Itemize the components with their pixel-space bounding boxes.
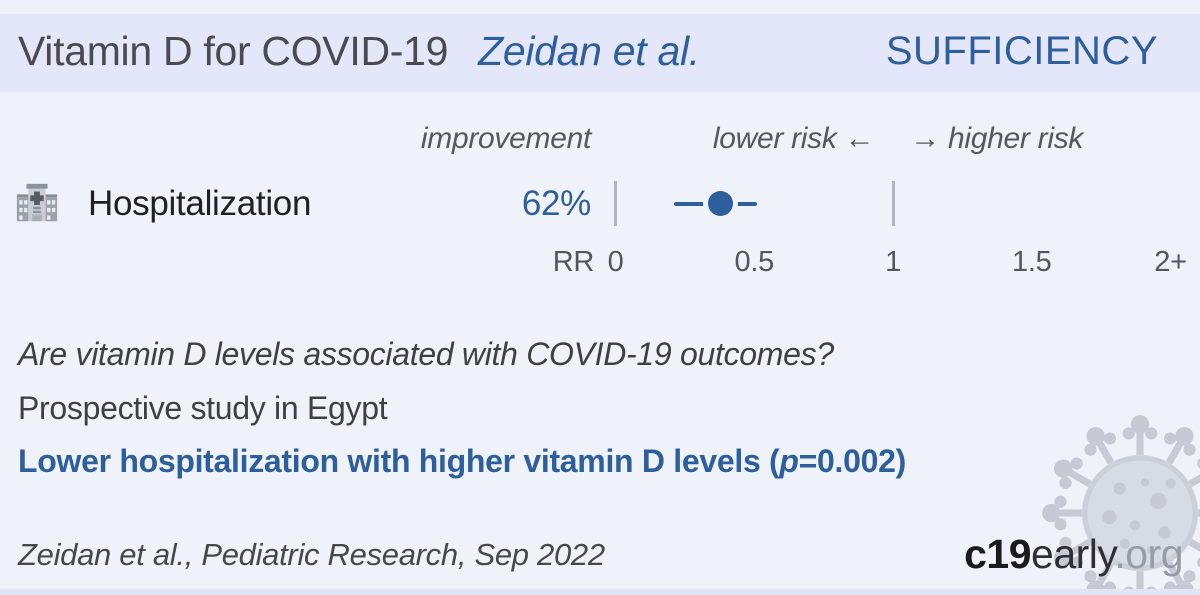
axis-tick: 0 — [607, 246, 624, 278]
rr-axis-label: RR — [552, 246, 595, 278]
axis-tick: 2+ — [1154, 246, 1187, 278]
site-logo: c19early.org — [964, 531, 1183, 578]
bottom-strip — [0, 589, 1200, 595]
coronavirus-watermark-icon — [1042, 415, 1200, 595]
improvement-value: 62% — [521, 184, 591, 223]
logo-early: early — [1031, 531, 1115, 577]
question-text: Are vitamin D levels associated with COV… — [18, 336, 834, 372]
logo-org: .org — [1114, 531, 1183, 577]
lower-risk-label: lower risk ← — [712, 122, 875, 155]
improvement-column-header: improvement — [420, 122, 591, 155]
point-estimate-dot — [708, 191, 734, 216]
top-strip — [0, 0, 1200, 14]
axis-gridline — [891, 181, 895, 226]
higher-risk-label: → higher risk — [910, 122, 1084, 155]
logo-c19: c19 — [964, 531, 1032, 577]
study-name: Zeidan et al. — [478, 27, 700, 74]
axis-tick: 1.5 — [1012, 246, 1052, 278]
axis-tick: 1 — [885, 246, 901, 278]
sufficiency-badge: SUFFICIENCY — [885, 28, 1158, 73]
finding-main: Lower hospitalization with higher vitami… — [18, 443, 780, 479]
risk-direction-labels: lower risk ← → higher risk — [608, 122, 1188, 156]
header-bar: Vitamin D for COVID-19 Zeidan et al. SUF… — [0, 14, 1200, 92]
page-title: Vitamin D for COVID-19 — [18, 27, 449, 74]
outcome-label: Hospitalization — [88, 184, 312, 223]
axis-tick: 0.5 — [734, 246, 775, 278]
study-type-text: Prospective study in Egypt — [18, 390, 388, 426]
finding-text: Lower hospitalization with higher vitami… — [18, 443, 906, 480]
finding-p-rest: =0.002) — [798, 443, 907, 479]
finding-p: p — [779, 443, 799, 479]
axis-gridline — [614, 181, 617, 226]
citation-text: Zeidan et al., Pediatric Research, Sep 2… — [18, 537, 605, 572]
hospital-icon — [16, 183, 58, 222]
confidence-interval-line — [673, 201, 758, 206]
